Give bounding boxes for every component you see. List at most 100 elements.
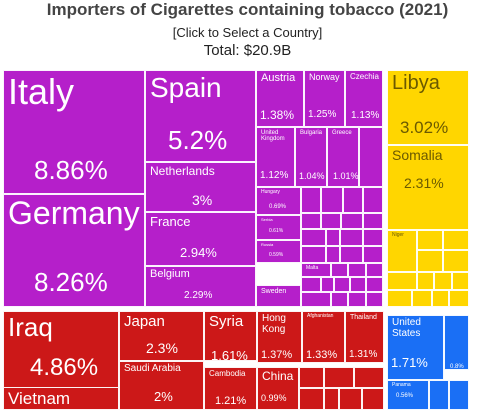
treemap-small-tile[interactable]	[321, 187, 343, 213]
treemap-tile-libya[interactable]: Libya 3.02%	[387, 70, 469, 145]
treemap-tile-russia[interactable]: Russia 0.59%	[256, 240, 301, 263]
tile-share-value: 1.38%	[260, 108, 295, 122]
treemap-small-tile[interactable]	[350, 277, 366, 292]
treemap-small-tile[interactable]	[348, 263, 366, 277]
treemap-small-tile[interactable]	[343, 187, 363, 213]
treemap-small-tile[interactable]	[340, 229, 363, 246]
treemap-tile-bulgaria[interactable]: Bulgaria 1.04%	[295, 127, 327, 187]
treemap-small-tile[interactable]	[354, 367, 384, 388]
treemap-small-tile[interactable]	[387, 272, 417, 290]
treemap-small-tile[interactable]	[340, 246, 363, 263]
treemap-tile-saudi-arabia[interactable]: Saudi Arabia 2%	[119, 361, 204, 410]
treemap-small-tile[interactable]	[363, 213, 383, 229]
treemap-small-tile[interactable]	[443, 250, 469, 272]
tile-country-label: Austria	[261, 72, 296, 84]
treemap-tile-france[interactable]: France 2.94%	[145, 212, 256, 266]
treemap-small-tile[interactable]	[331, 263, 348, 277]
treemap-small-tile[interactable]	[321, 277, 334, 292]
treemap-tile-spain[interactable]: Spain 5.2%	[145, 70, 256, 162]
tile-country-label: Spain	[150, 72, 222, 103]
treemap-tile-cambodia[interactable]: Cambodia 1.21%	[204, 367, 257, 410]
treemap-tile-china[interactable]: China 0.99%	[257, 367, 299, 410]
treemap-tile-united-kingdom[interactable]: United Kingdom 1.12%	[256, 127, 295, 187]
treemap-tile-germany[interactable]: Germany 8.26%	[3, 194, 145, 307]
treemap-small-tile[interactable]	[362, 388, 384, 410]
treemap-small-tile[interactable]	[301, 246, 326, 263]
treemap-small-tile[interactable]	[363, 246, 383, 263]
treemap-tile-vietnam[interactable]: Vietnam	[3, 387, 119, 410]
tile-share-value: 1.12%	[260, 170, 289, 181]
tile-country-label: Japan	[124, 313, 165, 330]
treemap-small-tile[interactable]	[417, 250, 443, 272]
treemap-small-tile[interactable]	[301, 229, 326, 246]
treemap-tile-japan[interactable]: Japan 2.3%	[119, 311, 204, 361]
treemap-tile-panama[interactable]: Panama 0.56%	[387, 380, 429, 410]
treemap-small-tile[interactable]	[412, 290, 432, 307]
treemap-tile-serbia[interactable]: Serbia 0.61%	[256, 215, 301, 240]
tile-country-label: Afghanistan	[307, 313, 334, 319]
treemap-small-tile[interactable]	[359, 127, 383, 187]
tile-share-value: 2.94%	[180, 245, 217, 260]
treemap-tile-afghanistan[interactable]: Afghanistan 1.33%	[302, 311, 345, 363]
treemap-tile-united-states[interactable]: United States 1.71%	[387, 315, 444, 380]
treemap-small-tile[interactable]	[449, 380, 469, 410]
treemap-small-tile[interactable]	[452, 272, 469, 290]
treemap-small-tile[interactable]	[348, 292, 366, 307]
tile-share-value: 1.37%	[261, 349, 293, 361]
treemap-small-tile[interactable]	[331, 292, 348, 307]
treemap-tile-thailand[interactable]: Thailand 1.31%	[345, 311, 384, 363]
treemap-small-tile[interactable]	[366, 263, 383, 277]
treemap-tile-austria[interactable]: Austria 1.38%	[256, 70, 304, 127]
treemap-small-tile[interactable]	[443, 230, 469, 250]
treemap-tile-sweden[interactable]: Sweden	[256, 285, 301, 307]
tile-country-label: Russia	[261, 242, 274, 247]
treemap-small-tile[interactable]	[363, 229, 383, 246]
treemap-tile-italy[interactable]: Italy 8.86%	[3, 70, 145, 194]
tile-country-label: Syria	[209, 313, 244, 330]
treemap-tile-hong-kong[interactable]: Hong Kong 1.37%	[257, 311, 302, 363]
treemap-small-tile[interactable]	[299, 367, 324, 388]
treemap-small-tile[interactable]	[301, 277, 321, 292]
tile-share-value: 0.56%	[396, 393, 414, 399]
treemap-tile-syria[interactable]: Syria 1.61%	[204, 311, 257, 361]
treemap-tile-somalia[interactable]: Somalia 2.31%	[387, 145, 469, 230]
treemap-small-tile[interactable]	[341, 213, 363, 229]
treemap-tile-netherlands[interactable]: Netherlands 3%	[145, 162, 256, 212]
treemap-tile-norway[interactable]: Norway 1.25%	[304, 70, 345, 127]
treemap-small-tile[interactable]	[334, 277, 350, 292]
treemap-small-tile[interactable]	[432, 290, 449, 307]
treemap-tile-czechia[interactable]: Czechia 1.13%	[345, 70, 383, 127]
treemap-small-tile[interactable]	[326, 246, 340, 263]
treemap-small-tile[interactable]	[321, 213, 341, 229]
treemap-small-tile[interactable]	[434, 272, 452, 290]
tile-country-label: Germany	[8, 195, 140, 231]
treemap-tile-iraq[interactable]: Iraq 4.86%	[3, 311, 119, 410]
treemap-tile-malta[interactable]: Malta	[301, 263, 331, 277]
treemap-small-tile[interactable]	[324, 388, 339, 410]
tile-country-label: Belgium	[150, 268, 190, 280]
select-country-hint[interactable]: [Click to Select a Country]	[172, 25, 323, 40]
treemap-tile-hungary[interactable]: Hungary 0.69%	[256, 187, 301, 215]
treemap-tile-unlabeled[interactable]: 0.8%	[444, 315, 469, 370]
treemap-small-tile[interactable]	[429, 380, 449, 410]
tile-country-label: Greece	[332, 130, 352, 136]
treemap-small-tile[interactable]	[449, 290, 469, 307]
treemap-small-tile[interactable]	[301, 187, 321, 213]
treemap-tile-greece[interactable]: Greece 1.01%	[327, 127, 359, 187]
treemap-small-tile[interactable]	[387, 290, 412, 307]
treemap-small-tile[interactable]	[339, 388, 362, 410]
treemap-small-tile[interactable]	[299, 388, 324, 410]
treemap-small-tile[interactable]	[366, 277, 383, 292]
treemap-small-tile[interactable]	[326, 229, 340, 246]
treemap-small-tile[interactable]	[417, 230, 443, 250]
treemap-small-tile[interactable]	[366, 292, 383, 307]
treemap-tile-belgium[interactable]: Belgium 2.29%	[145, 266, 256, 307]
treemap-small-tile[interactable]	[301, 213, 321, 229]
tile-country-label: United Kingdom	[261, 130, 285, 143]
treemap-tile-niger[interactable]: Niger	[387, 230, 417, 272]
treemap-small-tile[interactable]	[363, 187, 383, 213]
treemap-small-tile[interactable]	[417, 272, 434, 290]
treemap-small-tile[interactable]	[324, 367, 354, 388]
treemap-small-tile[interactable]	[301, 292, 331, 307]
tile-share-value: 1.31%	[349, 349, 378, 360]
